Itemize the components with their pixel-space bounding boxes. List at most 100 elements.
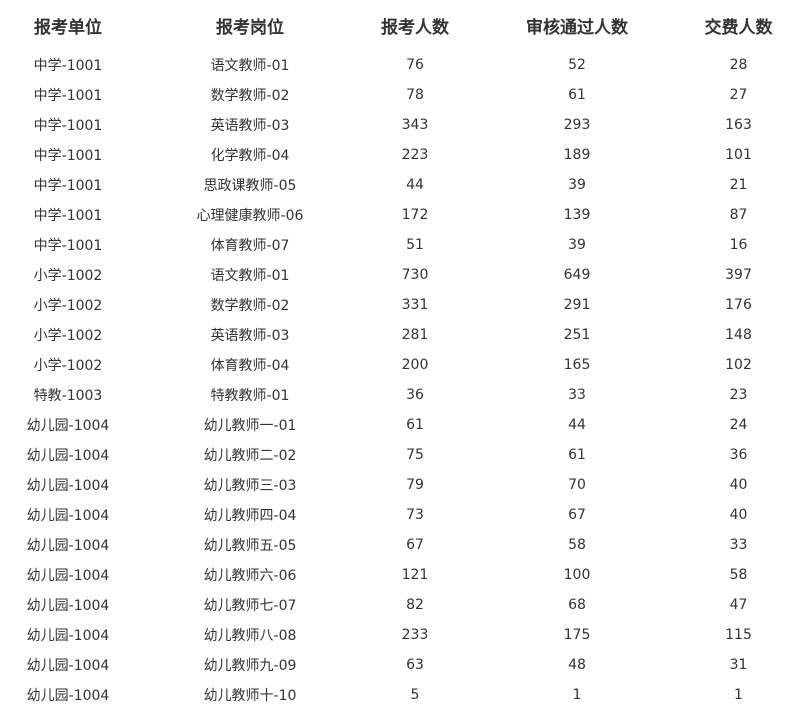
- cell-applicants: 75: [406, 447, 424, 463]
- cell-approved: 61: [568, 447, 586, 463]
- cell-approved: 52: [568, 57, 586, 73]
- cell-applicants: 76: [406, 57, 424, 73]
- table-row: 中学-1001 心理健康教师-06 172 139 87: [0, 200, 789, 230]
- header-approved: 审核通过人数: [526, 17, 628, 38]
- cell-unit: 小学-1002: [33, 328, 103, 344]
- cell-applicants: 5: [410, 687, 420, 703]
- cell-paid: 33: [729, 537, 748, 553]
- header-applicants: 报考人数: [381, 17, 449, 38]
- cell-position: 心理健康教师-06: [196, 208, 304, 224]
- cell-paid: 40: [729, 477, 748, 493]
- cell-position: 幼儿教师三-03: [203, 478, 297, 494]
- cell-paid: 176: [725, 297, 752, 313]
- cell-approved: 39: [568, 237, 586, 253]
- cell-unit: 中学-1001: [33, 178, 103, 194]
- header-paid: 交费人数: [704, 17, 773, 38]
- cell-position: 幼儿教师一-01: [203, 418, 297, 434]
- table-row: 中学-1001 体育教师-07 51 39 16: [0, 230, 789, 260]
- header-unit: 报考单位: [34, 17, 102, 38]
- cell-unit: 幼儿园-1004: [26, 508, 110, 524]
- cell-paid: 23: [729, 387, 748, 403]
- cell-applicants: 223: [401, 147, 429, 163]
- cell-paid: 36: [729, 447, 748, 463]
- table-row: 幼儿园-1004 幼儿教师七-07 82 68 47: [0, 590, 789, 620]
- table-row: 幼儿园-1004 幼儿教师三-03 79 70 40: [0, 470, 789, 500]
- cell-paid: 16: [729, 237, 748, 253]
- table-row: 幼儿园-1004 幼儿教师六-06 121 100 58: [0, 560, 789, 590]
- cell-applicants: 82: [406, 597, 424, 613]
- cell-approved: 68: [568, 597, 586, 613]
- cell-paid: 102: [725, 357, 752, 373]
- cell-unit: 中学-1001: [33, 238, 103, 254]
- cell-position: 幼儿教师七-07: [203, 598, 297, 614]
- cell-position: 语文教师-01: [210, 268, 290, 284]
- cell-applicants: 331: [401, 297, 429, 313]
- cell-approved: 251: [563, 327, 591, 343]
- cell-paid: 148: [725, 327, 752, 343]
- cell-approved: 61: [568, 87, 586, 103]
- cell-position: 思政课教师-05: [203, 178, 297, 194]
- cell-position: 化学教师-04: [210, 148, 290, 164]
- cell-unit: 幼儿园-1004: [26, 688, 110, 704]
- cell-paid: 58: [729, 567, 748, 583]
- cell-applicants: 61: [406, 417, 424, 433]
- cell-paid: 87: [729, 207, 748, 223]
- cell-position: 幼儿教师六-06: [203, 568, 297, 584]
- cell-position: 体育教师-04: [210, 358, 290, 374]
- cell-position: 特教教师-01: [210, 388, 290, 404]
- cell-applicants: 63: [406, 657, 424, 673]
- table-row: 小学-1002 语文教师-01 730 649 397: [0, 260, 789, 290]
- cell-position: 幼儿教师八-08: [203, 628, 297, 644]
- table-row: 幼儿园-1004 幼儿教师九-09 63 48 31: [0, 650, 789, 680]
- table-row: 幼儿园-1004 幼儿教师四-04 73 67 40: [0, 500, 789, 530]
- cell-applicants: 172: [401, 207, 429, 223]
- cell-applicants: 200: [401, 357, 429, 373]
- cell-paid: 28: [729, 57, 748, 73]
- cell-unit: 幼儿园-1004: [26, 538, 110, 554]
- cell-approved: 67: [568, 507, 586, 523]
- cell-approved: 58: [568, 537, 586, 553]
- cell-applicants: 73: [406, 507, 424, 523]
- cell-unit: 小学-1002: [33, 358, 103, 374]
- cell-unit: 中学-1001: [33, 148, 103, 164]
- cell-unit: 中学-1001: [33, 88, 103, 104]
- cell-paid: 163: [725, 117, 752, 133]
- cell-approved: 44: [568, 417, 586, 433]
- cell-applicants: 281: [401, 327, 429, 343]
- header-position: 报考岗位: [216, 17, 284, 38]
- table-row: 小学-1002 数学教师-02 331 291 176: [0, 290, 789, 320]
- table-header: 报考单位 报考岗位 报考人数 审核通过人数 交费人数: [0, 0, 789, 50]
- cell-position: 幼儿教师九-09: [203, 658, 297, 674]
- cell-applicants: 233: [401, 627, 429, 643]
- cell-unit: 幼儿园-1004: [26, 448, 110, 464]
- cell-paid: 397: [725, 267, 752, 283]
- cell-position: 数学教师-02: [210, 88, 290, 104]
- cell-position: 幼儿教师五-05: [203, 538, 297, 554]
- cell-paid: 40: [729, 507, 748, 523]
- table-body: 中学-1001 语文教师-01 76 52 28 中学-1001 数学教师-02 78 61 27…: [0, 50, 789, 710]
- cell-applicants: 730: [401, 267, 429, 283]
- cell-position: 体育教师-07: [210, 238, 290, 254]
- cell-unit: 特教-1003: [33, 388, 103, 404]
- cell-approved: 70: [568, 477, 586, 493]
- cell-approved: 291: [563, 297, 591, 313]
- table-row: 中学-1001 思政课教师-05 44 39 21: [0, 170, 789, 200]
- cell-unit: 中学-1001: [33, 208, 103, 224]
- cell-applicants: 67: [406, 537, 424, 553]
- cell-approved: 48: [568, 657, 586, 673]
- cell-approved: 39: [568, 177, 586, 193]
- cell-paid: 1: [734, 687, 743, 703]
- table-row: 中学-1001 化学教师-04 223 189 101: [0, 140, 789, 170]
- cell-paid: 101: [725, 147, 752, 163]
- table-row: 幼儿园-1004 幼儿教师一-01 61 44 24: [0, 410, 789, 440]
- cell-applicants: 36: [406, 387, 424, 403]
- cell-paid: 115: [725, 627, 752, 643]
- cell-approved: 649: [563, 267, 591, 283]
- table-row: 中学-1001 语文教师-01 76 52 28: [0, 50, 789, 80]
- cell-approved: 175: [563, 627, 591, 643]
- cell-approved: 165: [563, 357, 591, 373]
- cell-approved: 1: [572, 687, 582, 703]
- cell-approved: 293: [563, 117, 591, 133]
- cell-paid: 21: [729, 177, 748, 193]
- cell-position: 幼儿教师四-04: [203, 508, 297, 524]
